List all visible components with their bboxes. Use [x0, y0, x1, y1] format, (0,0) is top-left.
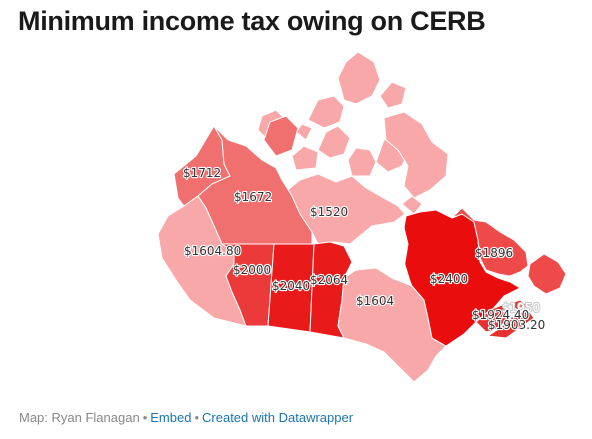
- label-nunavut: $1520: [310, 205, 348, 219]
- label-new-brunswick: $1924.40: [472, 308, 529, 322]
- footer-separator: •: [194, 410, 200, 425]
- hudson-bay: [350, 222, 412, 286]
- label-manitoba: $2064: [310, 273, 348, 287]
- map-title: Minimum income tax owing on CERB: [18, 6, 486, 36]
- label-northwest-territories: $1672: [234, 190, 272, 204]
- region-new-brunswick[interactable]: [475, 303, 509, 333]
- region-nwt-islands[interactable]: [263, 115, 299, 157]
- footer-credit: Map: Ryan Flanagan: [19, 410, 140, 425]
- datawrapper-link[interactable]: Created with Datawrapper: [202, 410, 354, 425]
- map-footer: Map: Ryan Flanagan • Embed • Created with Da…: [19, 410, 353, 425]
- label-nova-scotia: $1903.20: [488, 318, 545, 332]
- label-newfoundland-labrador: $1896: [475, 246, 513, 260]
- label-yukon: $1712: [183, 166, 221, 180]
- label-ontario: $1604: [356, 294, 394, 308]
- embed-link[interactable]: Embed: [150, 410, 192, 425]
- label-british-columbia: $1604.80: [184, 244, 241, 258]
- region-nova-scotia[interactable]: [486, 309, 535, 339]
- region-prince-edward-island[interactable]: [506, 299, 530, 311]
- footer-separator: •: [142, 410, 148, 425]
- label-saskatchewan: $2040: [272, 279, 310, 293]
- region-newfoundland-labrador[interactable]: [451, 207, 567, 295]
- label-quebec: $2400: [430, 272, 468, 286]
- label-prince-edward-island: $1950: [502, 301, 540, 315]
- region-nunavut[interactable]: [257, 51, 449, 245]
- label-alberta: $2000: [233, 263, 271, 277]
